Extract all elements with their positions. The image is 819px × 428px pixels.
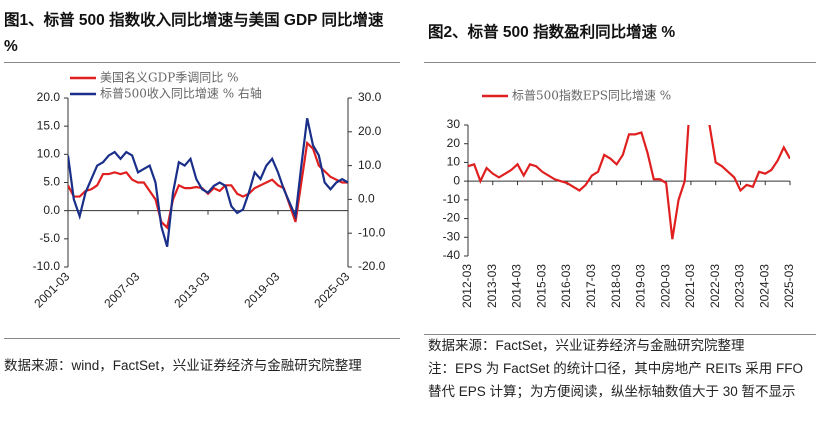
y-tick-label: 20.0 (37, 90, 61, 104)
legend-label: 标普500收入同比增速 % 右轴 (100, 86, 262, 101)
y2-tick-label: 10.0 (358, 158, 382, 172)
x-tick-label: 2012-03 (460, 264, 474, 308)
footnote: 注：EPS 为 FactSet 的统计口径，其中房地产 REITs 采用 FFO… (428, 361, 804, 399)
x-tick-label: 2023-03 (733, 264, 747, 308)
divider (4, 338, 400, 339)
y2-tick-label: -20.0 (358, 259, 386, 273)
x-tick-label: 2019-03 (634, 264, 648, 308)
x-tick-label: 2019-03 (241, 269, 282, 310)
y2-tick-label: 30.0 (358, 90, 382, 104)
divider (4, 62, 400, 63)
divider (424, 334, 816, 335)
x-tick-label: 2013-03 (171, 269, 212, 310)
x-tick-label: 2022-03 (708, 264, 722, 308)
y2-tick-label: 20.0 (358, 124, 382, 138)
x-tick-label: 2014-03 (510, 264, 524, 308)
y-tick-label: 10 (447, 155, 461, 169)
y-tick-label: -10.0 (33, 259, 61, 273)
x-tick-label: 2025-03 (311, 269, 352, 310)
y-tick-label: 20 (447, 136, 461, 150)
y2-tick-label: 0.0 (358, 192, 375, 206)
source-note: 数据来源：wind，FactSet，兴业证券经济与金融研究院整理 (4, 358, 362, 373)
x-tick-label: 2015-03 (534, 264, 548, 308)
series-line (68, 118, 348, 248)
divider (424, 62, 816, 63)
y-tick-label: -30 (443, 229, 461, 243)
y-tick-label: -5.0 (39, 231, 60, 245)
x-tick-label: 2001-03 (31, 269, 72, 310)
legend-label: 美国名义GDP季调同比 % (100, 70, 239, 85)
x-tick-label: 2025-03 (782, 264, 796, 308)
y-tick-label: -20 (443, 211, 461, 225)
x-tick-label: 2007-03 (101, 269, 142, 310)
x-tick-label: 2016-03 (559, 264, 573, 308)
y2-tick-label: -10.0 (358, 225, 386, 239)
y-tick-label: -40 (443, 248, 461, 262)
y-tick-label: 0 (453, 173, 460, 187)
x-tick-label: 2017-03 (584, 264, 598, 308)
y-tick-label: 0.0 (43, 203, 60, 217)
series-line (468, 125, 790, 240)
x-tick-label: 2024-03 (757, 264, 771, 308)
legend-label: 标普500指数EPS同比增速 % (512, 88, 671, 103)
x-tick-label: 2013-03 (485, 264, 499, 308)
y-tick-label: 10.0 (37, 147, 61, 161)
x-tick-label: 2020-03 (658, 264, 672, 308)
y-tick-label: 30 (447, 117, 461, 131)
y-tick-label: 15.0 (37, 118, 61, 132)
figure-title: 图2、标普 500 指数盈利同比增速 % (428, 24, 676, 41)
x-tick-label: 2021-03 (683, 264, 697, 308)
y-tick-label: 5.0 (43, 175, 60, 189)
figure-title: 图1、标普 500 指数收入同比增速与美国 GDP 同比增速 % (4, 12, 384, 55)
x-tick-label: 2018-03 (609, 264, 623, 308)
y-tick-label: -10 (443, 192, 461, 206)
source-note: 数据来源：FactSet，兴业证券经济与金融研究院整理 (428, 338, 745, 353)
